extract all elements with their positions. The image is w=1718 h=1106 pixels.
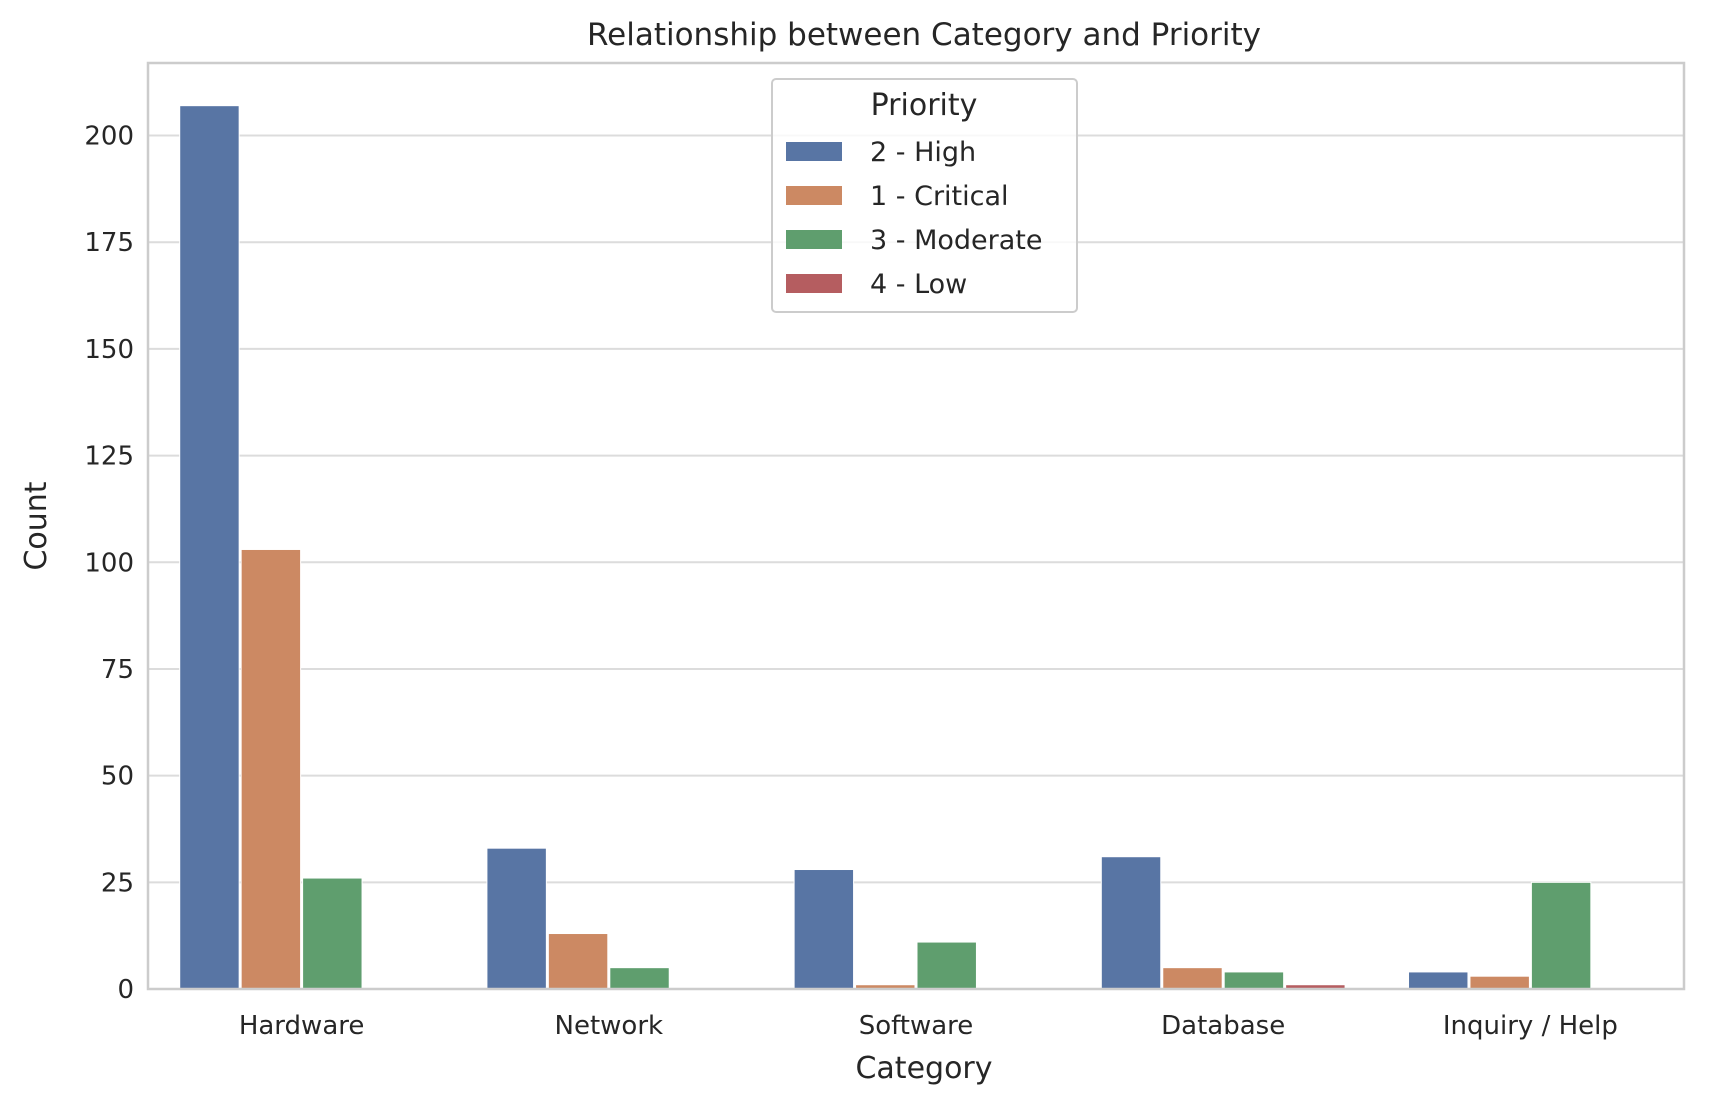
bar xyxy=(916,941,977,990)
bar xyxy=(1162,967,1223,990)
x-tick-label: Database xyxy=(1161,1011,1285,1041)
x-axis-label: Category xyxy=(855,1051,992,1086)
bar xyxy=(1469,975,1530,990)
bar xyxy=(1530,881,1592,990)
x-axis: Hardware Network Software Database Inquiry /… xyxy=(239,1011,1618,1041)
legend: Priority 2 - High 1 - Critical 3 - Moderat… xyxy=(771,78,1078,313)
bar xyxy=(240,548,302,990)
legend-swatch xyxy=(786,230,842,249)
bar xyxy=(179,105,240,990)
bar xyxy=(1223,971,1285,990)
y-tick-label: 100 xyxy=(84,548,134,578)
y-tick-label: 75 xyxy=(101,655,134,685)
legend-swatch xyxy=(786,142,842,161)
bar xyxy=(1100,856,1162,990)
legend-title: Priority xyxy=(871,88,978,123)
bar xyxy=(1408,971,1469,990)
y-axis-label: Count xyxy=(19,481,54,570)
bar xyxy=(793,869,855,990)
x-tick-label: Network xyxy=(555,1011,664,1041)
y-tick-label: 50 xyxy=(101,762,134,792)
y-tick-label: 25 xyxy=(101,868,134,898)
y-tick-label: 200 xyxy=(84,122,134,152)
bar xyxy=(547,933,609,990)
legend-item-label: 3 - Moderate xyxy=(870,225,1043,256)
y-tick-label: 175 xyxy=(84,228,134,258)
legend-item-label: 4 - Low xyxy=(870,269,967,300)
x-tick-label: Hardware xyxy=(239,1011,365,1041)
bar xyxy=(302,877,363,990)
y-tick-label: 125 xyxy=(84,442,134,472)
plot-frame xyxy=(146,61,1686,991)
legend-item-label: 1 - Critical xyxy=(870,181,1009,212)
bar xyxy=(609,967,670,990)
legend-swatch xyxy=(786,186,842,205)
bar xyxy=(486,847,547,990)
y-tick-label: 150 xyxy=(84,335,134,365)
x-tick-label: Software xyxy=(859,1011,974,1041)
legend-swatch xyxy=(786,274,842,293)
legend-box xyxy=(771,78,1078,313)
x-tick-label: Inquiry / Help xyxy=(1443,1011,1618,1041)
y-tick-label: 0 xyxy=(117,975,134,1005)
bars xyxy=(179,105,1592,990)
y-axis: 0 25 50 75 100 125 150 175 200 xyxy=(84,122,134,1005)
chart-title: Relationship between Category and Priori… xyxy=(587,17,1261,53)
legend-item-label: 2 - High xyxy=(870,137,976,168)
